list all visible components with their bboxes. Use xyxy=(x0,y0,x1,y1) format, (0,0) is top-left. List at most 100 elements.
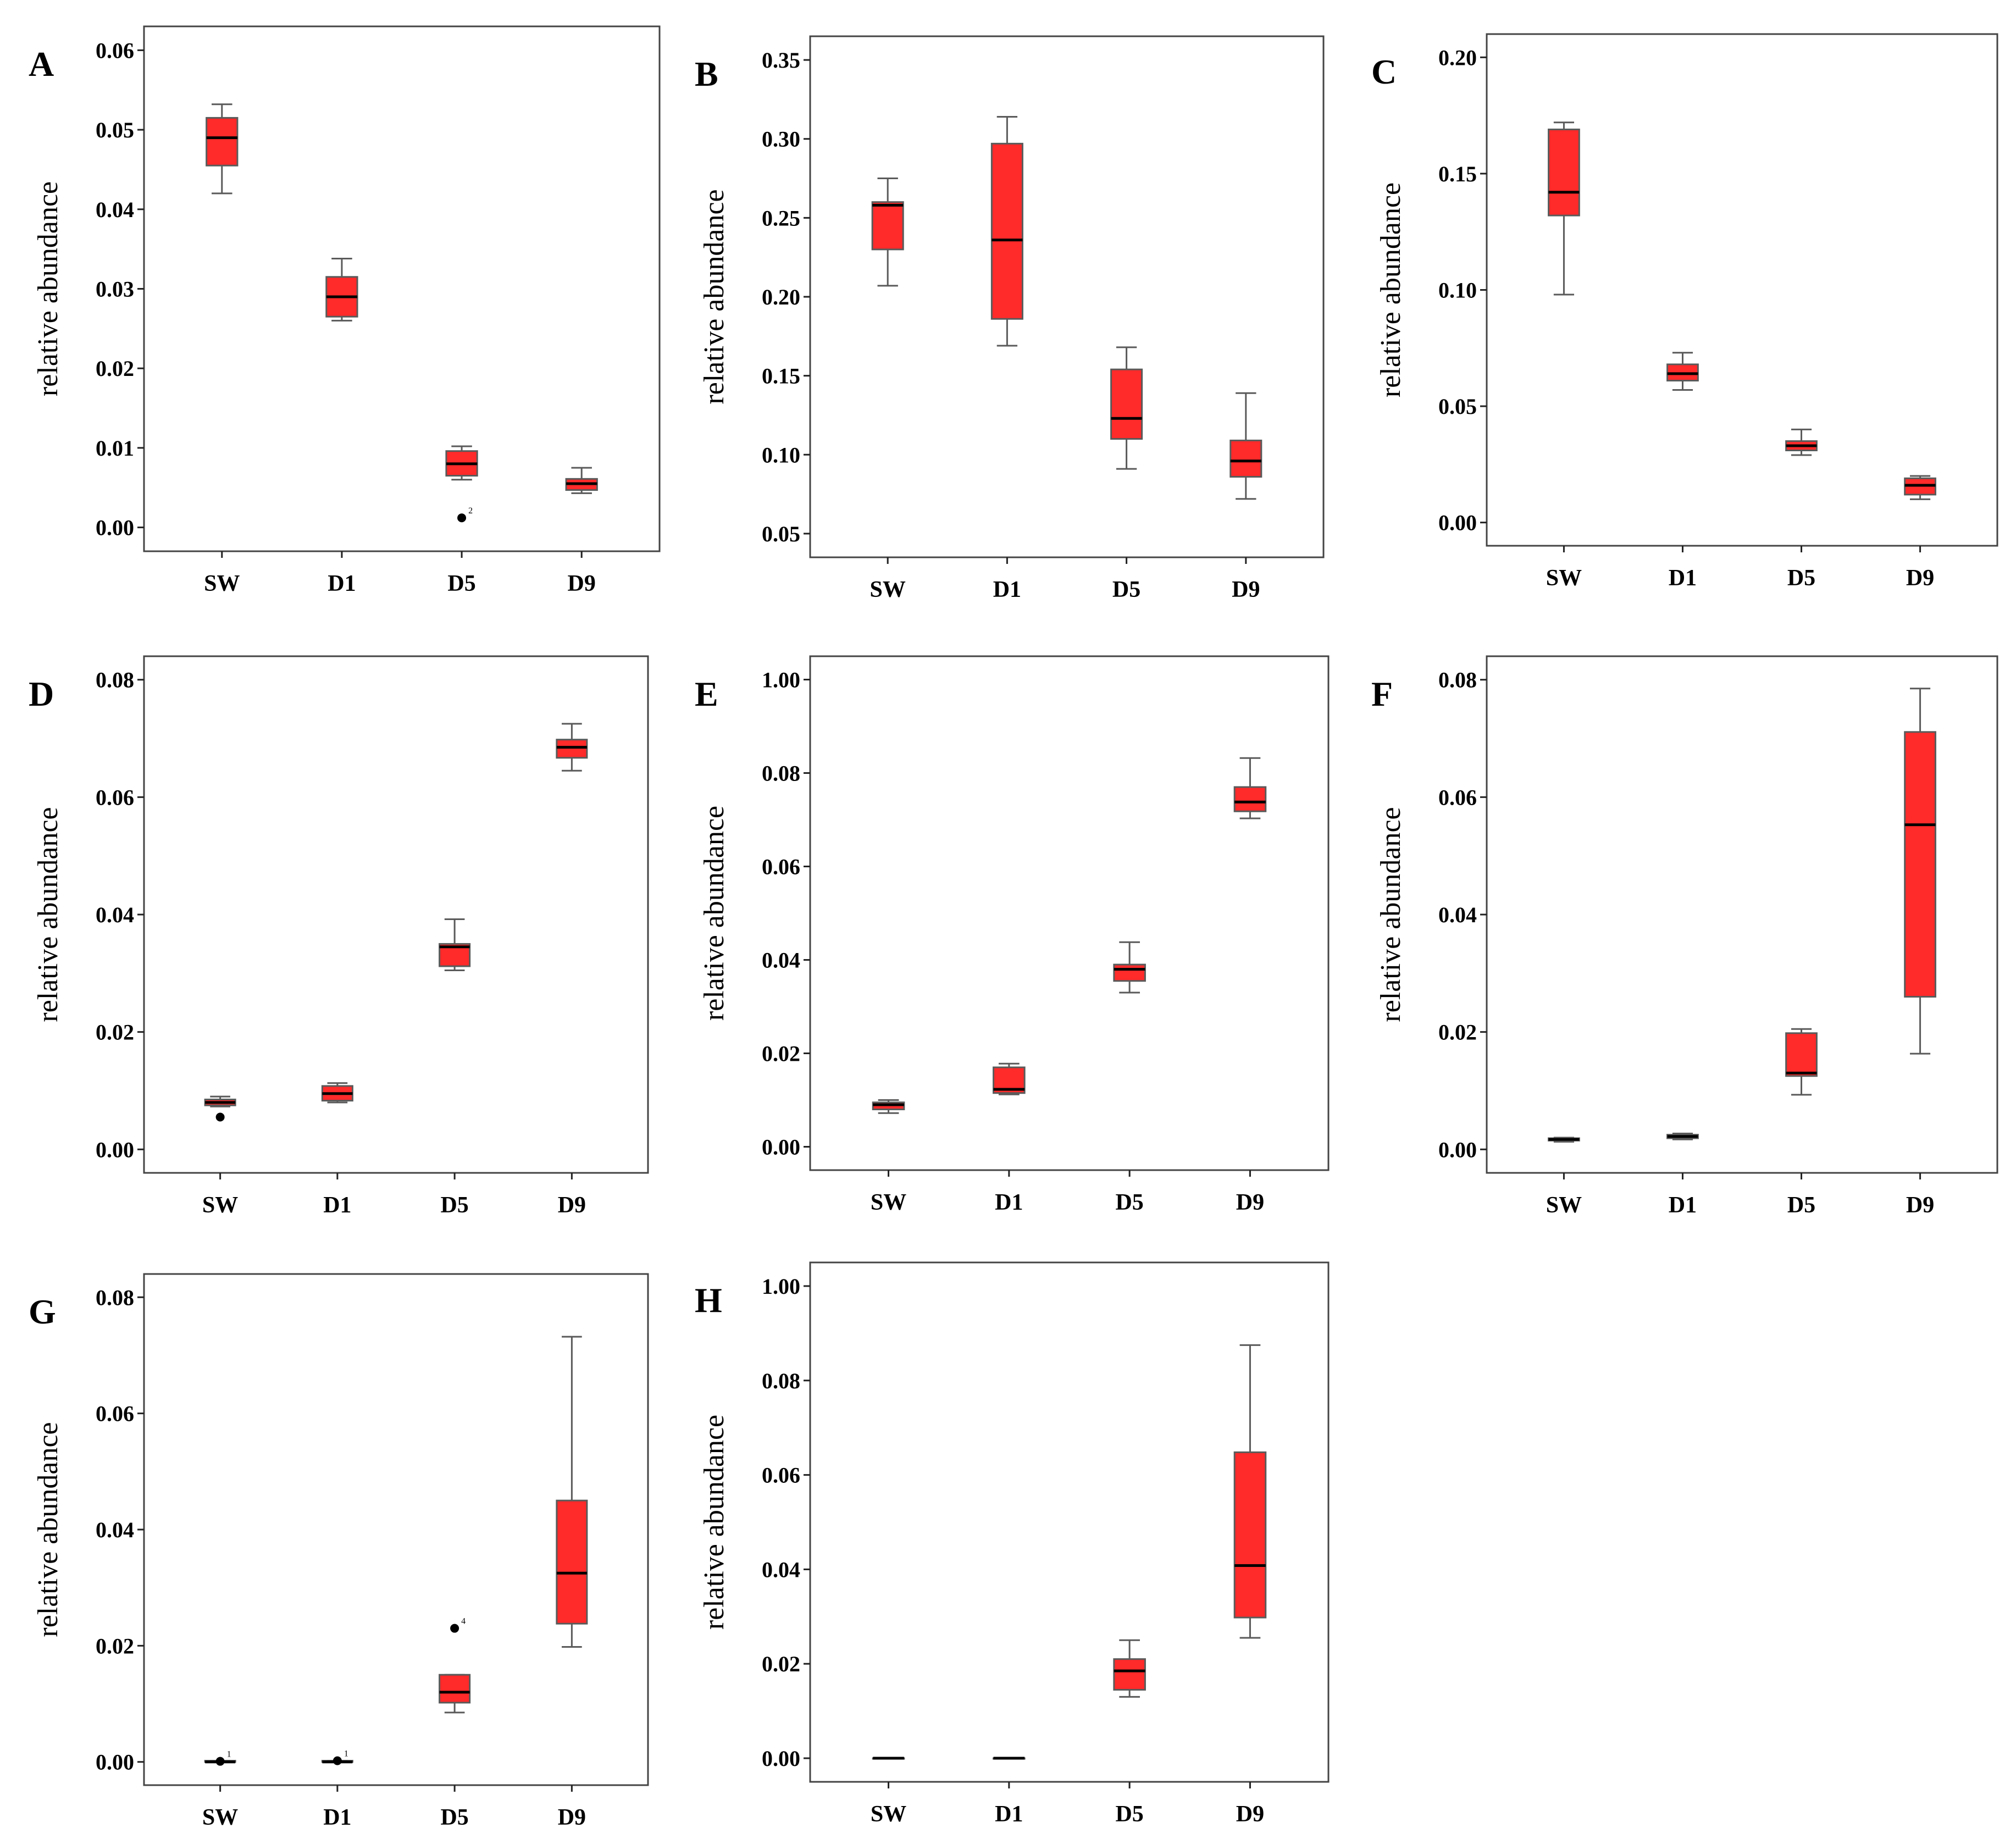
box-f-d1 xyxy=(1666,1132,1699,1140)
outlier-point xyxy=(333,1756,342,1765)
box-c-d9 xyxy=(1904,475,1936,500)
box-f-sw xyxy=(1548,1137,1580,1143)
x-tick-label-h: D1 xyxy=(995,1802,1023,1827)
outlier-point xyxy=(215,1112,225,1122)
y-tick-label-c: 0.20 xyxy=(1438,45,1477,70)
y-tick-label-d: 0.08 xyxy=(96,668,134,693)
x-tick-label-c: D1 xyxy=(1669,566,1697,591)
x-tick-label-d: D1 xyxy=(323,1193,351,1218)
panel-letter-c: C xyxy=(1371,52,1397,91)
y-tick-label-g: 0.04 xyxy=(96,1517,134,1542)
box-e-d9 xyxy=(1233,757,1267,819)
outlier-label: 4 xyxy=(461,1617,466,1626)
box-h-d1 xyxy=(993,1757,1026,1760)
iqr-box xyxy=(439,1674,471,1704)
iqr-box xyxy=(556,1499,588,1625)
x-tick-label-c: D9 xyxy=(1906,566,1934,591)
plot-frame-h xyxy=(809,1261,1330,1783)
x-tick-label-h: D9 xyxy=(1236,1802,1264,1827)
y-tick-label-e: 0.00 xyxy=(762,1135,800,1160)
outlier-label: 1 xyxy=(227,1750,231,1759)
y-axis-label-h: relative abundance xyxy=(699,1415,730,1630)
y-tick-label-f: 0.02 xyxy=(1438,1020,1477,1045)
x-tick-label-f: D5 xyxy=(1787,1193,1815,1218)
box-f-d9 xyxy=(1904,688,1936,1055)
x-tick-label-e: SW xyxy=(871,1190,906,1215)
y-tick-label-a: 0.05 xyxy=(96,118,134,142)
x-tick-label-b: SW xyxy=(870,577,906,602)
outlier-label: 2 xyxy=(468,506,473,516)
y-tick-label-h: 1.00 xyxy=(762,1274,800,1299)
y-axis-label-g: relative abundance xyxy=(32,1422,64,1637)
y-tick-label-b: 0.30 xyxy=(762,127,800,152)
x-tick-label-f: D1 xyxy=(1669,1193,1697,1218)
x-tick-label-e: D1 xyxy=(995,1190,1023,1215)
plot-frame-e xyxy=(809,655,1330,1171)
panel-letter-b: B xyxy=(695,54,718,93)
x-tick-label-g: D5 xyxy=(440,1805,468,1830)
y-tick-label-a: 0.04 xyxy=(96,197,134,222)
box-b-sw xyxy=(871,178,904,287)
iqr-box xyxy=(556,739,588,759)
y-tick-label-e: 0.04 xyxy=(762,948,800,973)
x-tick-label-f: SW xyxy=(1546,1193,1582,1218)
iqr-box xyxy=(1548,129,1580,217)
x-tick-label-e: D5 xyxy=(1115,1190,1143,1215)
y-tick-label-h: 0.00 xyxy=(762,1746,800,1771)
box-b-d5 xyxy=(1110,346,1143,470)
iqr-box xyxy=(990,142,1023,320)
y-tick-label-f: 0.06 xyxy=(1438,785,1477,810)
box-e-d5 xyxy=(1113,941,1146,994)
x-tick-label-b: D5 xyxy=(1112,577,1140,602)
box-b-d1 xyxy=(990,116,1023,347)
x-tick-label-f: D9 xyxy=(1906,1193,1934,1218)
y-tick-label-g: 0.08 xyxy=(96,1285,134,1310)
x-tick-label-a: SW xyxy=(204,571,240,596)
y-tick-label-c: 0.10 xyxy=(1438,278,1477,303)
y-tick-label-h: 0.04 xyxy=(762,1557,800,1582)
panel-letter-f: F xyxy=(1371,674,1393,713)
y-tick-label-g: 0.00 xyxy=(96,1750,134,1775)
box-h-d9 xyxy=(1233,1344,1267,1639)
iqr-box xyxy=(1233,1451,1267,1619)
box-a-d1 xyxy=(325,258,358,322)
y-axis-label-f: relative abundance xyxy=(1375,807,1406,1022)
y-tick-label-d: 0.00 xyxy=(96,1137,134,1162)
x-tick-label-d: SW xyxy=(202,1193,238,1218)
y-axis-label-c: relative abundance xyxy=(1375,182,1406,397)
panel-letter-a: A xyxy=(29,45,54,84)
x-tick-label-d: D5 xyxy=(440,1193,468,1218)
iqr-box xyxy=(1113,1658,1146,1691)
box-d-sw xyxy=(204,1095,236,1107)
panel-letter-g: G xyxy=(29,1292,56,1331)
y-tick-label-e: 0.08 xyxy=(762,761,800,786)
y-tick-label-c: 0.05 xyxy=(1438,394,1477,419)
y-tick-label-d: 0.02 xyxy=(96,1020,134,1045)
box-g-d9 xyxy=(556,1336,588,1648)
y-axis-label-e: relative abundance xyxy=(699,806,730,1021)
y-tick-label-b: 0.10 xyxy=(762,442,800,467)
y-tick-label-c: 0.15 xyxy=(1438,162,1477,186)
y-tick-label-d: 0.06 xyxy=(96,785,134,810)
box-f-d5 xyxy=(1785,1028,1818,1096)
y-tick-label-e: 0.06 xyxy=(762,855,800,879)
panel-letter-h: H xyxy=(695,1281,722,1320)
y-tick-label-b: 0.25 xyxy=(762,206,800,230)
box-c-d5 xyxy=(1785,428,1818,456)
box-h-sw xyxy=(872,1757,905,1760)
y-axis-label-d: relative abundance xyxy=(32,807,64,1022)
x-tick-label-e: D9 xyxy=(1236,1190,1264,1215)
y-tick-label-a: 0.01 xyxy=(96,436,134,461)
box-a-sw xyxy=(206,103,239,195)
iqr-box xyxy=(1785,1032,1818,1077)
iqr-box xyxy=(206,117,239,167)
iqr-box xyxy=(1233,786,1267,812)
outlier-point xyxy=(450,1624,459,1633)
iqr-box xyxy=(1110,368,1143,440)
y-tick-label-g: 0.06 xyxy=(96,1402,134,1426)
